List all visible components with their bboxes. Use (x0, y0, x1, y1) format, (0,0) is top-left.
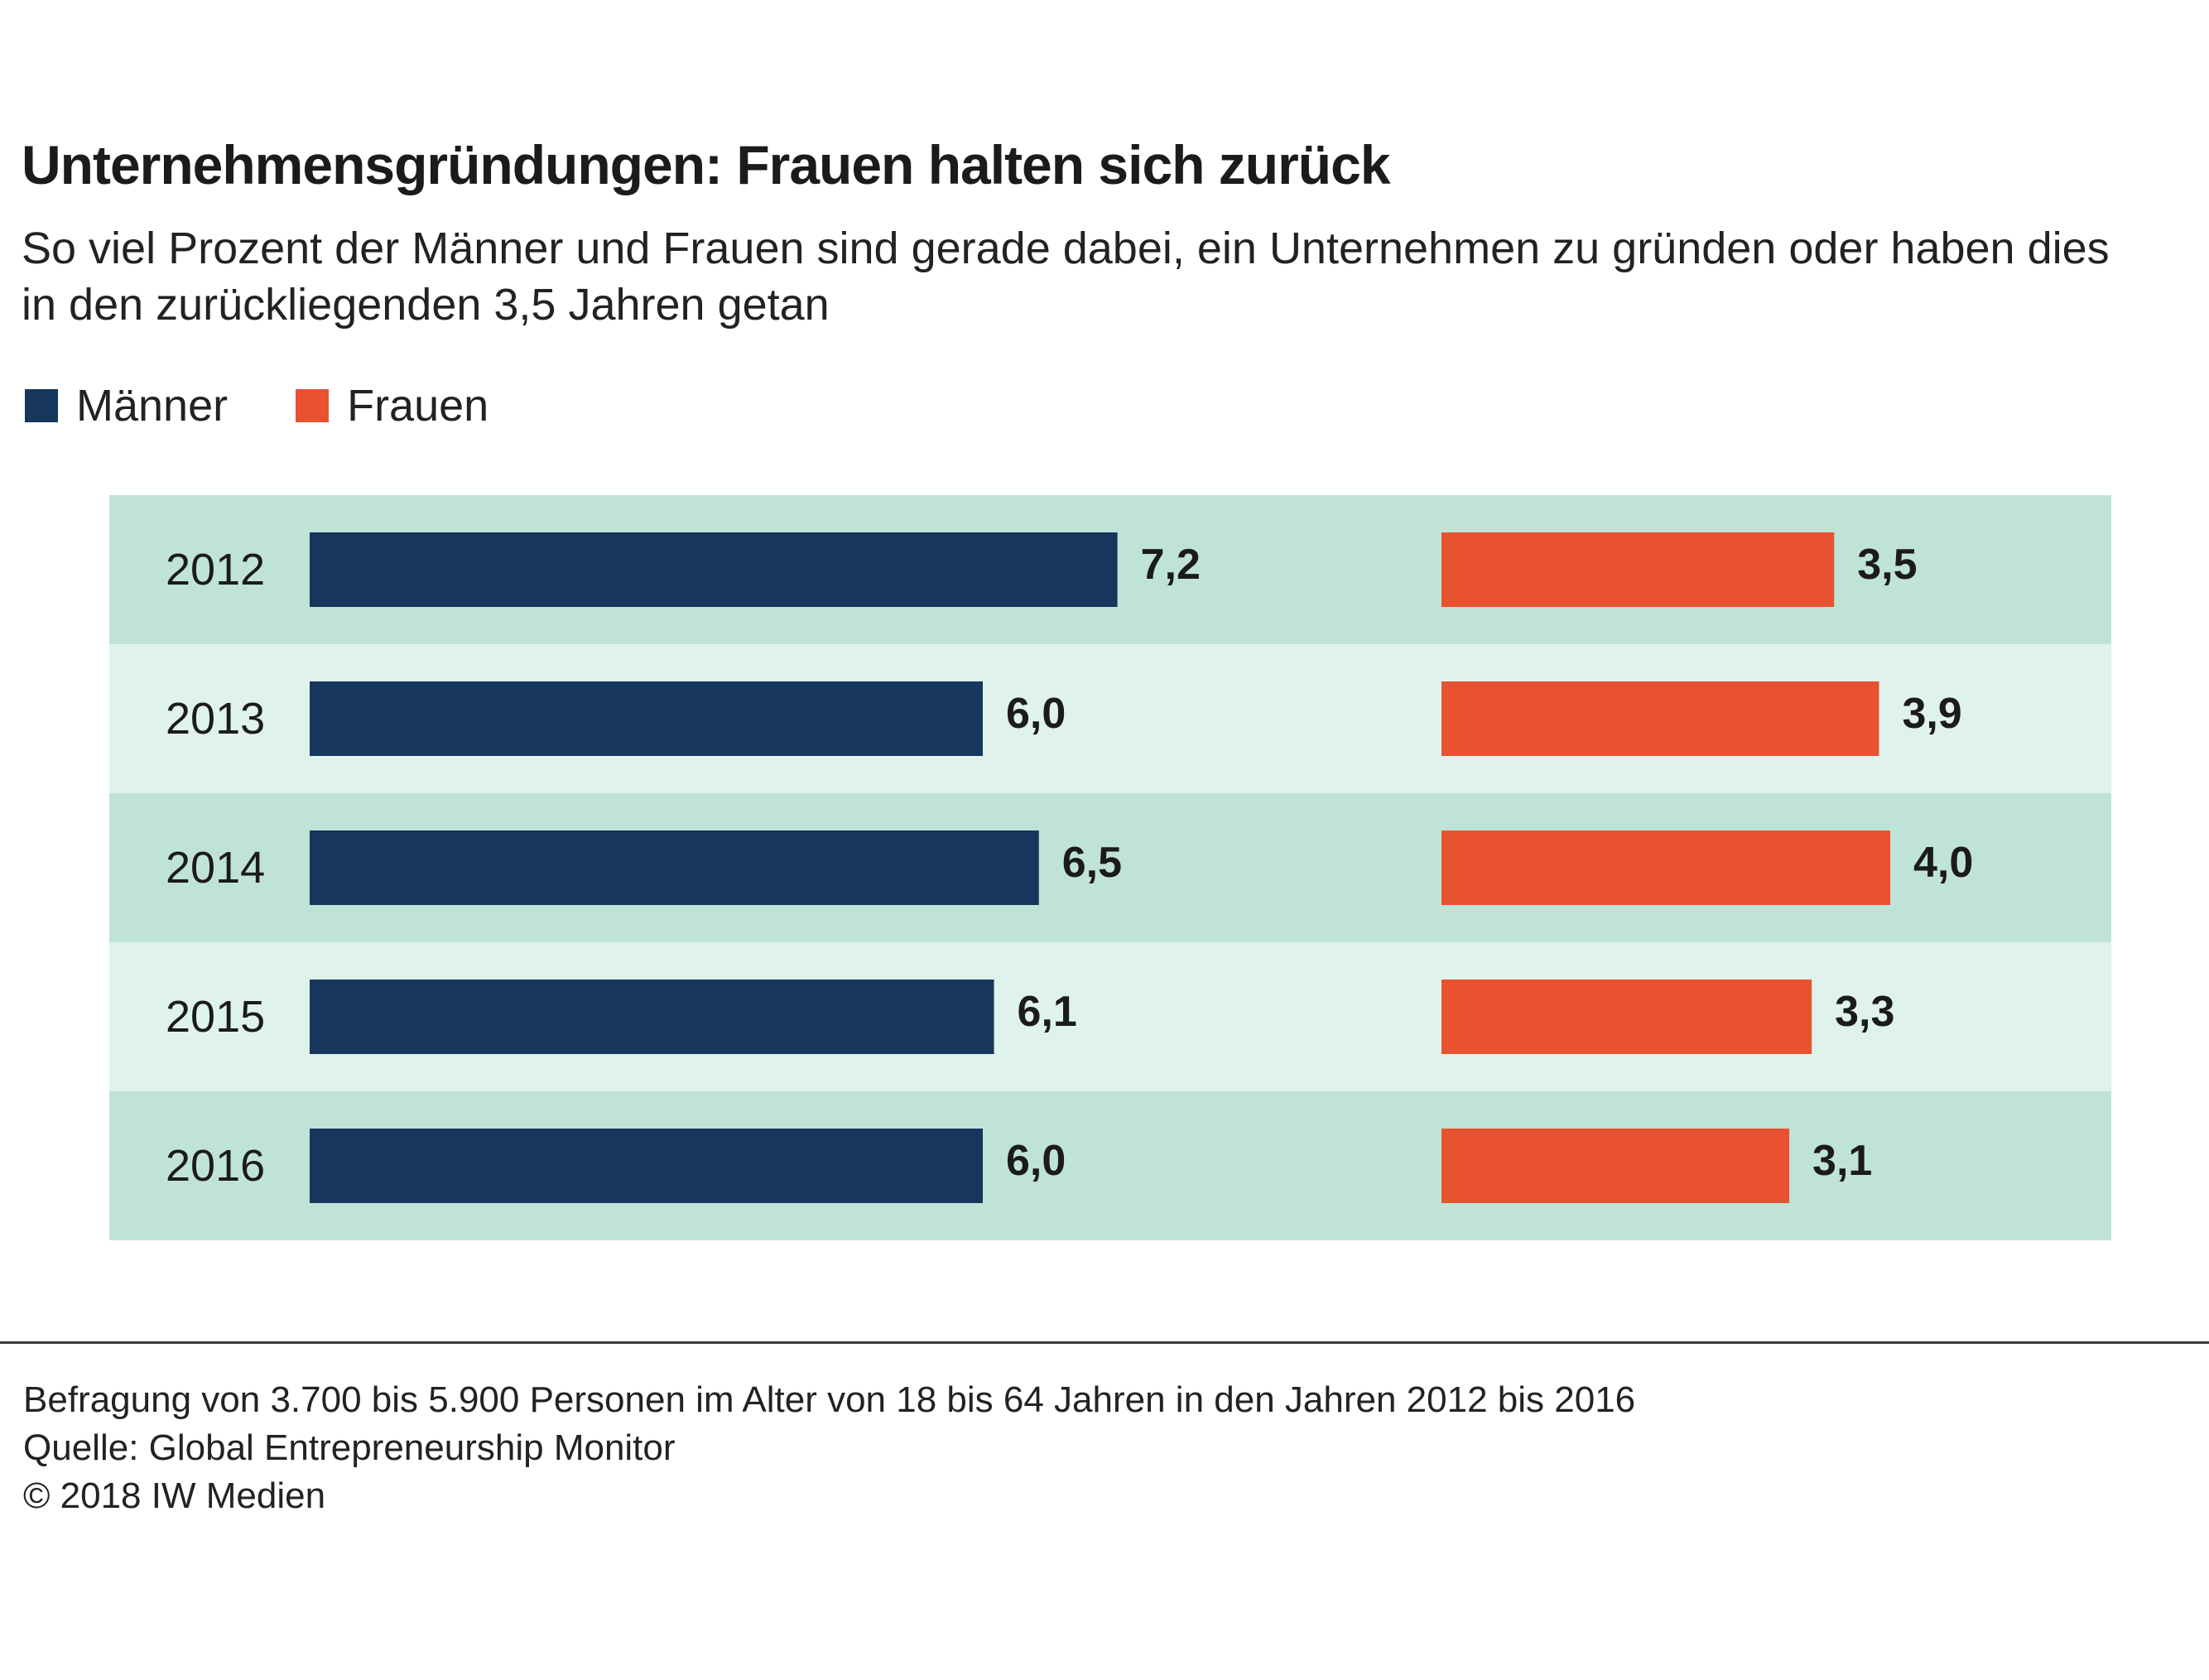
bar-women (1441, 980, 1812, 1054)
data-label-women: 3,3 (1835, 988, 1894, 1036)
legend-swatch-women (296, 389, 330, 422)
legend-item-women: Frauen (296, 380, 488, 431)
legend-item-men: Männer (25, 380, 228, 431)
data-label-women: 3,1 (1812, 1137, 1872, 1185)
footer-copyright: © 2018 IW Medien (23, 1475, 326, 1516)
bar-women (1441, 532, 1835, 607)
data-label-men: 6,0 (1006, 1137, 1066, 1185)
bar-men (310, 980, 994, 1054)
data-label-men: 6,5 (1062, 839, 1122, 887)
legend-label-men: Männer (76, 381, 229, 431)
chart-legend: Männer Frauen (25, 381, 556, 431)
data-label-women: 4,0 (1913, 839, 1973, 887)
bar-women (1441, 830, 1890, 905)
category-label: 2014 (166, 843, 265, 893)
bar-men (310, 830, 1039, 905)
bar-women (1441, 681, 1879, 756)
footer-source: Quelle: Global Entrepreneurship Monitor (23, 1427, 676, 1468)
data-label-men: 6,0 (1006, 690, 1066, 738)
chart-subtitle: So viel Prozent der Männer und Frauen si… (22, 224, 2110, 330)
legend-label-women: Frauen (347, 381, 489, 431)
footer-divider (0, 1341, 2209, 1344)
data-label-men: 6,1 (1018, 988, 1077, 1036)
bar-women (1441, 1129, 1790, 1203)
chart-footer: Befragung von 3.700 bis 5.900 Personen i… (23, 1376, 1635, 1520)
chart-title: Unternehmensgründungen: Frauen halten si… (22, 134, 1391, 195)
data-label-men: 7,2 (1141, 541, 1201, 589)
bar-men (310, 532, 1118, 607)
category-label: 2015 (166, 992, 265, 1042)
category-label: 2012 (166, 545, 265, 594)
category-label: 2016 (166, 1141, 265, 1191)
bar-men (310, 681, 983, 756)
footer-note: Befragung von 3.700 bis 5.900 Personen i… (23, 1379, 1636, 1420)
bar-chart: 2012 7,2 3,5 2013 6,0 3,9 2014 6,5 4,0 2015 6,1 3,3… (109, 495, 2111, 1240)
data-label-women: 3,5 (1857, 541, 1917, 589)
data-label-women: 3,9 (1902, 690, 1961, 738)
legend-swatch-men (25, 389, 58, 422)
bar-men (310, 1129, 983, 1203)
category-label: 2013 (166, 694, 265, 744)
